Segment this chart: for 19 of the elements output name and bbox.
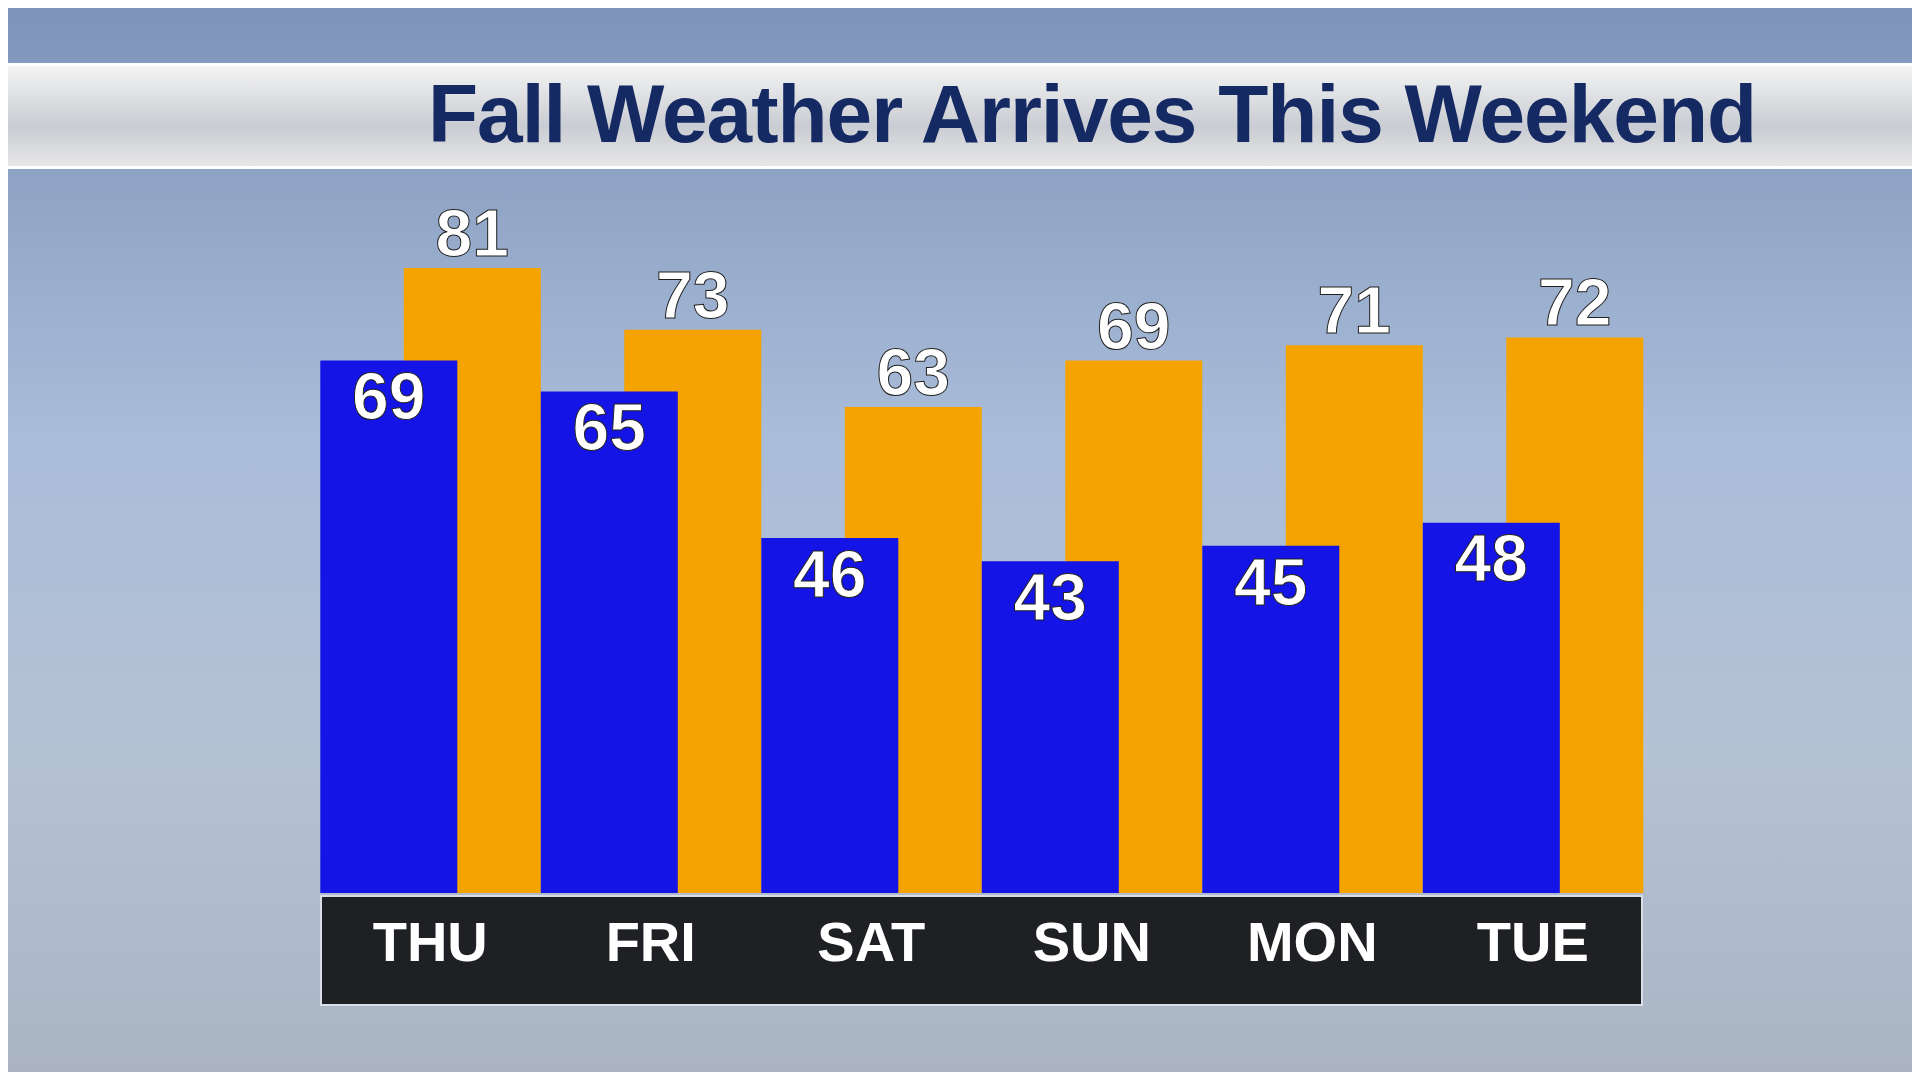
x-tick-label: MON [1246, 909, 1378, 973]
x-tick-label: SAT [817, 909, 926, 973]
chart-title: Fall Weather Arrives This Weekend [428, 67, 1757, 161]
data-label: 81 [435, 196, 509, 270]
data-label: 69 [1097, 288, 1171, 363]
data-label: 69 [352, 359, 426, 434]
data-label: 46 [793, 536, 867, 611]
x-tick-label: SUN [1032, 909, 1151, 973]
data-label: 65 [572, 390, 646, 465]
data-label: 71 [1317, 273, 1391, 348]
x-tick-label: FRI [605, 909, 696, 973]
data-label: 45 [1234, 544, 1308, 619]
x-tick-label: THU [372, 909, 488, 973]
data-label: 43 [1013, 560, 1087, 635]
data-label: 48 [1454, 521, 1528, 596]
x-tick-label: TUE [1476, 909, 1589, 973]
data-label: 73 [656, 257, 730, 332]
data-label: 63 [876, 334, 950, 409]
data-label: 72 [1538, 265, 1612, 340]
